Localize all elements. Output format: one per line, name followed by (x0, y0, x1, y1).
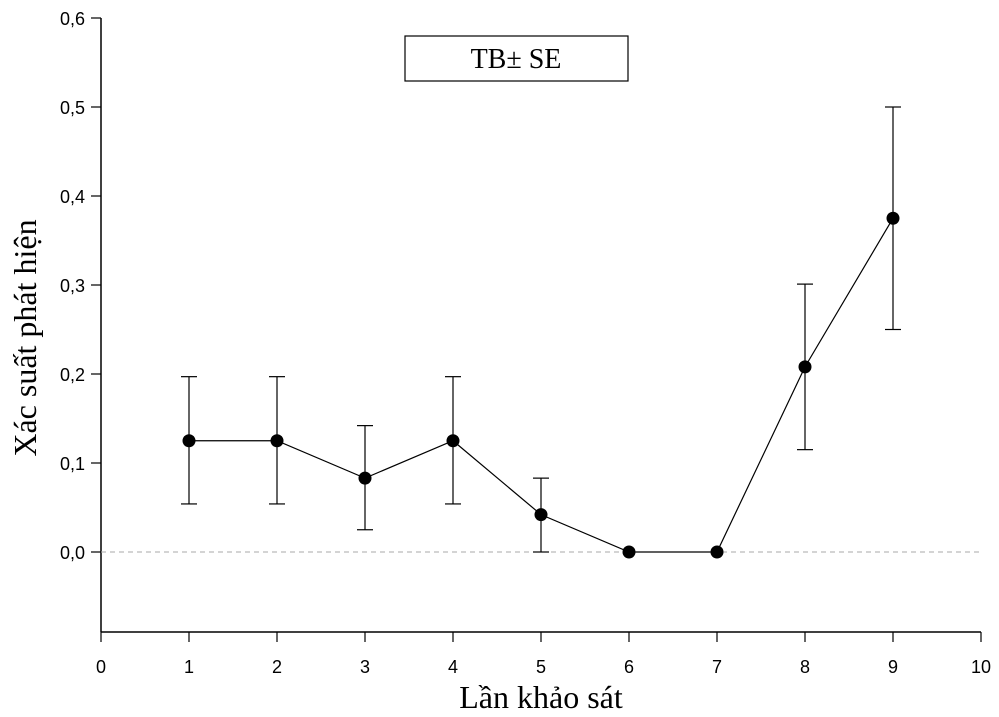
x-axis-title: Lần khảo sát (459, 679, 623, 715)
data-point (622, 545, 636, 559)
x-tick-label: 7 (712, 657, 722, 677)
x-ticks: 0 1 2 3 4 5 6 7 8 9 10 (96, 632, 991, 677)
data-point (358, 471, 372, 485)
x-tick-label: 6 (624, 657, 634, 677)
y-tick-label: 0,1 (60, 454, 85, 474)
data-point (798, 360, 812, 374)
data-point (270, 434, 284, 448)
error-bars (181, 106, 901, 553)
x-tick-label: 4 (448, 657, 458, 677)
x-tick-label: 3 (360, 657, 370, 677)
x-tick-label: 0 (96, 657, 106, 677)
x-tick-label: 5 (536, 657, 546, 677)
x-tick-label: 8 (800, 657, 810, 677)
data-point (446, 434, 460, 448)
x-tick-label: 1 (184, 657, 194, 677)
data-points (182, 211, 900, 559)
y-tick-label: 0,6 (60, 9, 85, 29)
y-tick-label: 0,2 (60, 365, 85, 385)
legend-box (404, 35, 629, 82)
data-point (886, 211, 900, 225)
y-axis-title: Xác suất phát hiện (7, 219, 43, 456)
x-tick-label: 2 (272, 657, 282, 677)
y-tick-label: 0,0 (60, 543, 85, 563)
y-ticks: 0,0 0,1 0,2 0,3 0,4 0,5 0,6 (60, 9, 101, 563)
data-point (534, 508, 548, 522)
y-tick-label: 0,4 (60, 187, 85, 207)
data-point (710, 545, 724, 559)
legend-label: TB± SE (471, 44, 562, 75)
y-tick-label: 0,5 (60, 98, 85, 118)
data-point (182, 434, 196, 448)
y-tick-label: 0,3 (60, 276, 85, 296)
x-tick-label: 9 (888, 657, 898, 677)
x-tick-label: 10 (971, 657, 991, 677)
legend: TB± SE (404, 35, 629, 82)
